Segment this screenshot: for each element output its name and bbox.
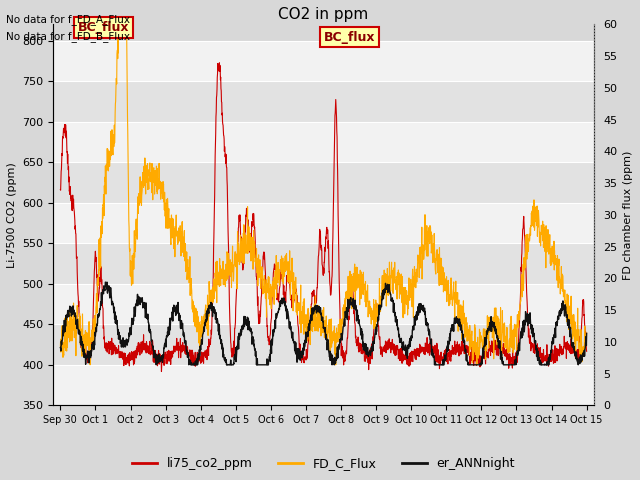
Bar <box>53 365 594 405</box>
Y-axis label: FD chamber flux (ppm): FD chamber flux (ppm) <box>623 150 633 280</box>
Title: CO2 in ppm: CO2 in ppm <box>278 7 369 22</box>
Text: No data for f_FD_A_Flux: No data for f_FD_A_Flux <box>6 14 131 25</box>
Bar <box>53 284 594 324</box>
Bar <box>53 81 594 122</box>
Bar <box>53 243 594 284</box>
Legend: li75_co2_ppm, FD_C_Flux, er_ANNnight: li75_co2_ppm, FD_C_Flux, er_ANNnight <box>127 452 520 475</box>
Bar <box>53 203 594 243</box>
Text: BC_flux: BC_flux <box>78 21 129 34</box>
Bar <box>53 162 594 203</box>
Y-axis label: Li-7500 CO2 (ppm): Li-7500 CO2 (ppm) <box>7 162 17 268</box>
Bar <box>53 324 594 365</box>
Bar <box>53 41 594 81</box>
Text: No data for f_FD_B_Flux: No data for f_FD_B_Flux <box>6 31 131 42</box>
Bar <box>53 122 594 162</box>
Text: BC_flux: BC_flux <box>323 31 375 44</box>
